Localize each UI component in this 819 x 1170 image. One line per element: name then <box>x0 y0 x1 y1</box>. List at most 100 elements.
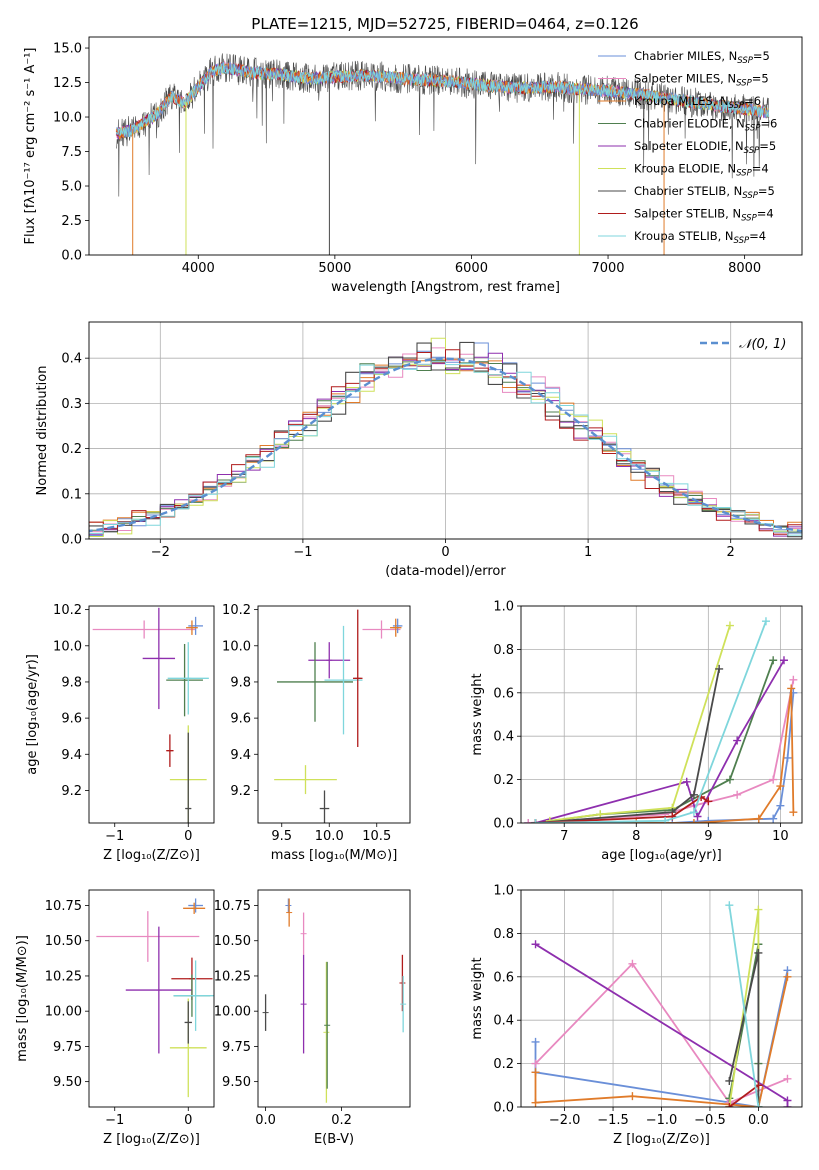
weight-marker-salpeter_stelib <box>725 1103 734 1107</box>
weight-vs-age-panel: 7 8 9 10 0.0 0.2 0.4 0.6 0.8 1.0 age [log₁₀(age/yr… <box>470 600 803 863</box>
x-tick-label: −1.5 <box>597 1113 629 1128</box>
y-tick-label: 0.2 <box>61 442 82 457</box>
x-tick-label: −2.0 <box>549 1113 581 1128</box>
y-tick-label: 9.4 <box>230 748 251 763</box>
x-tick-label: 10.5 <box>362 829 391 844</box>
error-bars <box>274 609 403 823</box>
legend-label-normal: 𝒩(0, 1) <box>739 337 786 352</box>
y-axis-label: mass weight <box>470 957 485 1039</box>
y-tick-label: 0.0 <box>61 249 82 264</box>
age-vs-mass-panel: 9.5 10.0 10.5 9.2 9.4 9.6 9.8 10.0 10.2 mass [log… <box>222 603 411 863</box>
weight-marker-kroupa_miles <box>789 808 798 817</box>
weight-marker-kroupa_stelib <box>761 617 770 626</box>
weight-marker-kroupa_miles <box>783 972 792 981</box>
spectrum-line-kroupa_miles <box>115 62 770 140</box>
weight-marker-kroupa_miles <box>531 1098 540 1107</box>
x-tick-label: 0.2 <box>331 1113 352 1128</box>
spectrum-line-kroupa_stelib <box>115 62 770 138</box>
weight-marker-chabrier_stelib <box>715 664 724 673</box>
weight-marker-kroupa_miles <box>531 1068 540 1077</box>
legend-label: Kroupa ELODIE, NSSP=4 <box>634 162 769 179</box>
x-tick-label: 0.0 <box>748 1113 769 1128</box>
y-tick-label: 9.50 <box>222 1075 251 1090</box>
y-tick-label: 0.1 <box>61 487 82 502</box>
y-tick-label: 10.2 <box>53 603 82 618</box>
weight-marker-kroupa_elodie <box>754 905 763 914</box>
mass-vs-metallicity-panel: −1 0 9.50 9.75 10.00 10.25 10.50 10.75 Z [log₁₀(… <box>15 889 215 1147</box>
weight-marker-kroupa_stelib <box>754 1103 763 1107</box>
y-tick-label: 9.50 <box>53 1075 82 1090</box>
y-tick-label: 9.75 <box>53 1040 82 1055</box>
axes-frame <box>88 889 215 1108</box>
axes-frame <box>88 36 803 256</box>
y-tick-label: 0.4 <box>61 352 82 367</box>
x-tick-label: 5000 <box>318 261 351 276</box>
y-tick-label: 0.4 <box>493 730 514 745</box>
weight-vs-metallicity-panel: −2.0 −1.5 −1.0 −0.5 0.0 0.0 0.2 0.4 0.6 0.8 1.0 Z [… <box>470 884 803 1147</box>
y-tick-label: 10.25 <box>45 969 82 984</box>
y-tick-label: 2.5 <box>61 214 82 229</box>
x-tick-label: 0.0 <box>255 1113 276 1128</box>
weight-lines <box>531 901 792 1107</box>
y-tick-label: 0.6 <box>493 970 514 985</box>
x-tick-label: 6000 <box>455 261 488 276</box>
error-bars <box>92 607 209 823</box>
weight-marker-chabrier_stelib <box>689 790 698 799</box>
weight-marker-kroupa_stelib <box>689 808 698 817</box>
x-tick-label: −2 <box>151 545 170 560</box>
weight-marker-salpeter_miles <box>531 1059 540 1068</box>
y-tick-label: 0.0 <box>493 1101 514 1116</box>
y-tick-label: 10.0 <box>53 639 82 654</box>
x-tick-label: 7000 <box>591 261 624 276</box>
weight-marker-salpeter_miles <box>524 819 533 823</box>
x-axis-label: Z [log₁₀(Z/Z⊙)] <box>613 1132 710 1147</box>
y-tick-label: 0.8 <box>493 927 514 942</box>
x-tick-label: −1 <box>293 545 312 560</box>
weight-line-salpeter_miles <box>528 679 795 823</box>
weight-marker-salpeter_miles <box>628 959 637 968</box>
axes-frame <box>520 889 803 1108</box>
weight-marker-salpeter_elodie <box>531 940 540 949</box>
x-tick-label: 7 <box>560 829 568 844</box>
x-axis-label: mass [log₁₀(M/M⊙)] <box>271 848 398 863</box>
histograms <box>89 337 802 538</box>
axes-frame <box>88 321 803 540</box>
weight-marker-kroupa_miles <box>628 1092 637 1101</box>
weight-line-kroupa_stelib <box>535 620 767 823</box>
error-bars <box>262 898 407 1103</box>
weight-line-salpeter_stelib <box>535 795 709 823</box>
weight-marker-chabrier_stelib <box>725 1076 734 1085</box>
y-tick-label: 0.6 <box>493 686 514 701</box>
legend-label: Salpeter ELODIE, NSSP=5 <box>634 139 776 156</box>
x-tick-label: 0 <box>441 545 449 560</box>
legend-label: Chabrier MILES, NSSP=5 <box>634 49 770 66</box>
y-tick-label: 10.0 <box>222 639 251 654</box>
x-tick-label: 8000 <box>728 261 761 276</box>
weight-marker-kroupa_miles <box>776 782 785 791</box>
axes-frame <box>520 605 803 824</box>
legend-label: Salpeter MILES, NSSP=5 <box>634 72 769 89</box>
axes-frame <box>257 605 411 824</box>
weight-marker-chabrier_miles <box>704 816 713 823</box>
y-tick-label: 9.6 <box>61 712 82 727</box>
weight-marker-salpeter_elodie <box>733 736 742 745</box>
y-axis-label: Normed distribution <box>35 366 50 496</box>
legend-label: Kroupa STELIB, NSSP=4 <box>634 229 766 246</box>
x-tick-label: 1 <box>584 545 592 560</box>
weight-line-chabrier_stelib <box>535 668 720 823</box>
axes-frame <box>88 605 215 824</box>
weight-line-chabrier_stelib <box>728 952 760 1107</box>
weight-marker-salpeter_elodie <box>783 1103 792 1107</box>
spectrum-lines <box>115 53 770 255</box>
y-tick-label: 0.2 <box>493 1057 514 1072</box>
weight-line-kroupa_stelib <box>728 905 760 1107</box>
legend-label: Chabrier STELIB, NSSP=5 <box>634 184 775 201</box>
y-axis-label: mass [log₁₀(M/M⊙)] <box>15 935 30 1062</box>
mass-vs-ebv-panel: 0.0 0.2 9.50 9.75 10.00 10.25 10.50 10.75 E(B-V) <box>214 889 411 1147</box>
y-tick-label: 5.0 <box>61 180 82 195</box>
y-tick-label: 9.2 <box>61 784 82 799</box>
y-tick-label: 0.3 <box>61 397 82 412</box>
y-tick-label: 10.00 <box>214 1005 251 1020</box>
spectrum-line-chabrier_miles <box>116 62 770 137</box>
weight-line-salpeter_elodie <box>535 659 785 823</box>
